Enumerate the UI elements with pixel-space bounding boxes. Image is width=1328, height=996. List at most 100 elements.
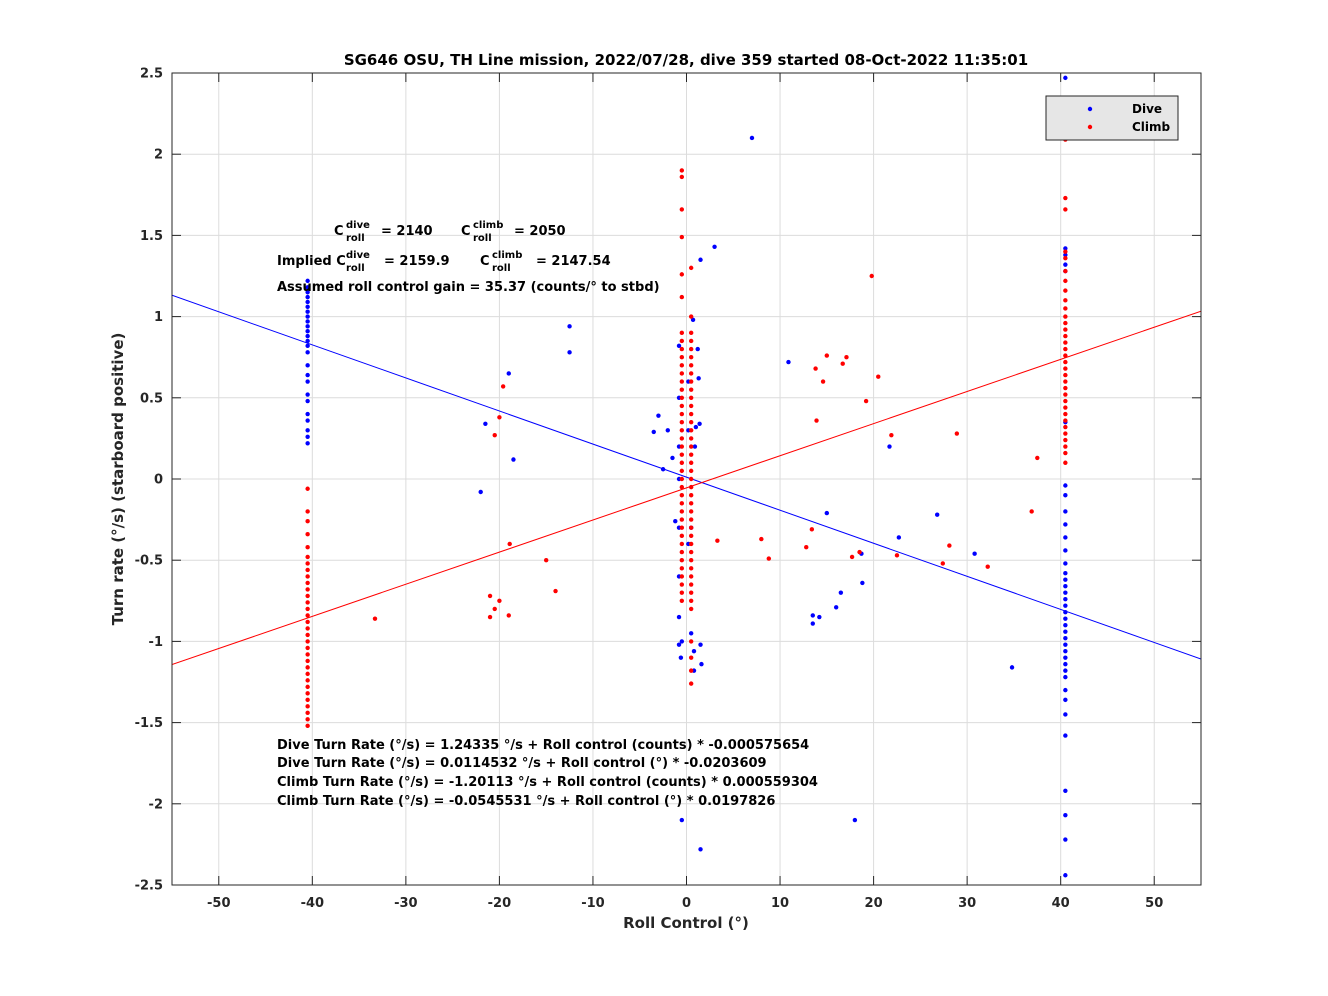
climb-point xyxy=(679,338,685,344)
chart-title: SG646 OSU, TH Line mission, 2022/07/28, … xyxy=(344,51,1028,69)
climb-point xyxy=(679,419,685,425)
climb-point xyxy=(543,558,549,563)
dive-point xyxy=(1063,493,1068,498)
dive-fit-line xyxy=(172,294,1201,660)
climb-point xyxy=(679,168,685,173)
climb-point xyxy=(1063,249,1068,254)
x-tick-label: 50 xyxy=(1145,896,1163,911)
dive-point xyxy=(660,467,666,472)
climb-point xyxy=(679,379,685,384)
x-tick-label: -40 xyxy=(301,896,325,911)
climb-point xyxy=(679,428,685,433)
y-tick-label: 0.5 xyxy=(140,391,163,406)
climb-point xyxy=(679,436,685,441)
dive-point xyxy=(305,294,310,300)
climb-point xyxy=(679,525,685,530)
climb-point xyxy=(688,338,694,344)
climb-point xyxy=(679,590,685,595)
dive-point xyxy=(305,338,310,344)
climb-point xyxy=(889,432,894,438)
dive-point xyxy=(670,455,675,461)
x-tick-label: 0 xyxy=(682,896,691,911)
dive-point xyxy=(305,314,310,319)
dive-point xyxy=(305,441,310,446)
dive-point xyxy=(305,290,310,295)
climb-point xyxy=(679,517,685,522)
climb-point xyxy=(679,234,685,240)
dive-point xyxy=(305,392,310,397)
dive-point xyxy=(1063,616,1068,621)
climb-point xyxy=(497,415,502,420)
dive-point xyxy=(656,413,661,418)
climb-point xyxy=(679,411,685,417)
climb-point xyxy=(1029,509,1034,514)
climb-point xyxy=(688,558,694,563)
dive-point xyxy=(305,304,310,310)
climb-point xyxy=(688,582,694,587)
dive-point xyxy=(786,359,791,365)
climb-point xyxy=(679,582,685,587)
climb-point xyxy=(372,616,378,621)
y-tick-label: -2.5 xyxy=(135,879,163,894)
dive-point xyxy=(1063,668,1068,673)
fit-lines xyxy=(172,294,1201,666)
dive-point xyxy=(887,444,892,449)
climb-point xyxy=(679,403,685,409)
c-roll-climb-sup: climb xyxy=(473,220,503,231)
climb-point xyxy=(1063,314,1068,319)
climb-point xyxy=(1063,411,1068,417)
climb-point xyxy=(1063,207,1068,212)
legend-label-dive: Dive xyxy=(1132,102,1162,116)
dive-point xyxy=(1063,570,1068,576)
climb-point xyxy=(679,207,685,212)
climb-point xyxy=(679,330,685,336)
climb-point xyxy=(688,533,694,539)
x-tick-label: -50 xyxy=(207,896,231,911)
climb-point xyxy=(305,519,310,524)
climb-point xyxy=(688,419,694,425)
climb-point xyxy=(305,567,310,573)
climb-point xyxy=(688,355,694,360)
climb-point xyxy=(1063,288,1068,293)
x-tick-label: 20 xyxy=(865,896,883,911)
climb-point xyxy=(809,527,815,532)
x-tick-label: -20 xyxy=(488,896,512,911)
climb-point xyxy=(679,355,685,360)
climb-point xyxy=(500,384,506,389)
climb-point xyxy=(679,549,685,555)
climb-point xyxy=(305,639,310,644)
dive-point xyxy=(896,535,902,540)
climb-point xyxy=(679,444,685,449)
climb-point xyxy=(305,678,310,683)
dive-point xyxy=(1063,577,1068,582)
climb-point xyxy=(688,501,694,506)
dive-point xyxy=(305,363,310,368)
dive-point xyxy=(665,428,670,433)
dive-point xyxy=(810,621,815,626)
climb-point xyxy=(1063,418,1068,423)
dive-point xyxy=(305,372,310,378)
dive-point xyxy=(305,434,310,439)
climb-point xyxy=(305,574,310,579)
dive-point xyxy=(690,317,696,323)
climb-point xyxy=(840,361,845,366)
dive-point xyxy=(1063,635,1068,641)
dive-point xyxy=(1063,246,1068,251)
dive-point xyxy=(1063,648,1068,654)
climb-point xyxy=(679,460,685,465)
climb-fit-line xyxy=(172,310,1201,666)
climb-point xyxy=(1063,379,1068,384)
dive-point xyxy=(1063,603,1068,608)
dive-point xyxy=(1063,509,1068,514)
implied-dive-value: = 2159.9 xyxy=(384,254,450,269)
dive-point xyxy=(679,817,685,823)
dive-point xyxy=(1063,622,1068,628)
climb-point xyxy=(1063,431,1068,436)
climb-point xyxy=(305,704,310,709)
climb-point xyxy=(305,606,310,612)
dive-point xyxy=(305,319,310,324)
dive-point xyxy=(678,655,684,660)
dive-point xyxy=(697,421,702,426)
dive-point xyxy=(691,648,697,654)
